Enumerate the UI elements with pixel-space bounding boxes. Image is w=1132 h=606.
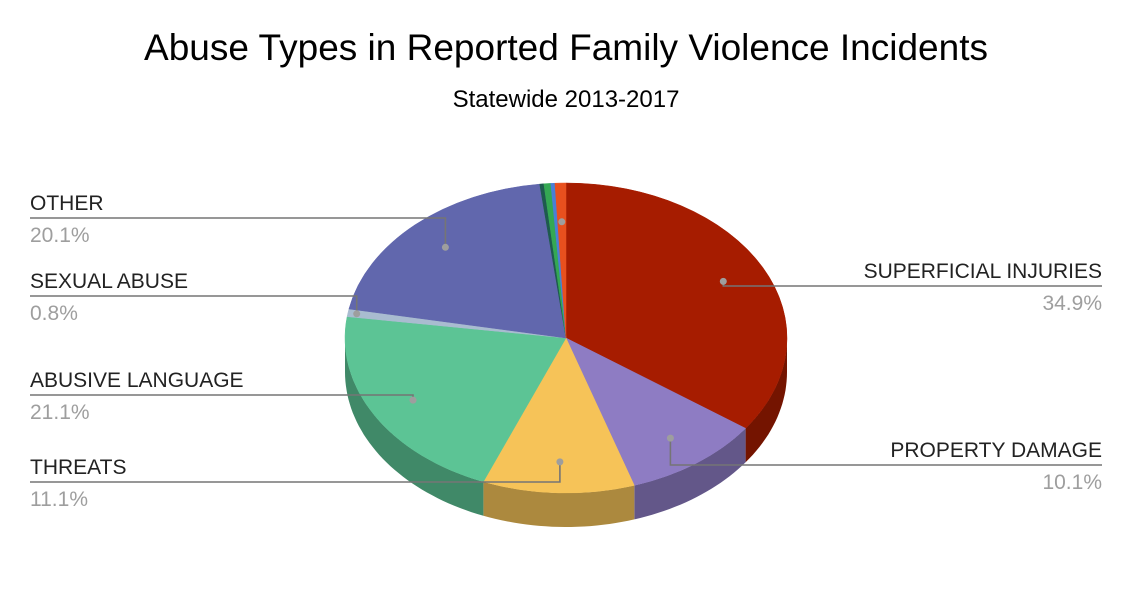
leader-dot bbox=[719, 277, 727, 285]
pie-side-superficial-injuries bbox=[745, 338, 787, 463]
chart-subtitle: Statewide 2013-2017 bbox=[453, 86, 680, 113]
pie-slice-threats[interactable] bbox=[482, 337, 635, 494]
chart-title: Abuse Types in Reported Family Violence … bbox=[144, 27, 988, 68]
callout-gun-knife-wounds: GUN/KNIFE WOUNDS0.8% bbox=[30, 0, 566, 226]
callout-other: OTHER 20.1% bbox=[30, 192, 449, 251]
leader-dot bbox=[556, 458, 564, 466]
leader-dot bbox=[353, 310, 361, 318]
pie-side-abusive-language bbox=[345, 338, 484, 516]
pie-slice-superficial-injuries[interactable] bbox=[565, 182, 788, 429]
slice-percent: 10.1% bbox=[1042, 471, 1102, 494]
slice-label: OTHER bbox=[30, 192, 104, 215]
slice-percent: 0.8% bbox=[30, 302, 78, 325]
callout-abusive-language: ABUSIVE LANGUAGE 21.1% bbox=[30, 369, 417, 424]
slice-percent: 21.1% bbox=[30, 401, 90, 424]
slice-percent: 11.1% bbox=[30, 488, 88, 511]
callout-sexual-abuse: SEXUAL ABUSE 0.8% bbox=[30, 270, 361, 325]
pie-side-threats bbox=[483, 481, 635, 527]
leader-line bbox=[30, 461, 561, 483]
callout-superficial-injuries: SUPERFICIAL INJURIES 34.9% bbox=[719, 260, 1102, 315]
slice-label: SUPERFICIAL INJURIES bbox=[864, 260, 1102, 283]
callout-threats: THREATS 11.1% bbox=[30, 456, 564, 511]
leader-line bbox=[669, 438, 1102, 466]
slice-percent: 20.1% bbox=[30, 224, 90, 247]
slice-label: THREATS bbox=[30, 456, 126, 479]
slice-label: SEXUAL ABUSE bbox=[30, 270, 188, 293]
slice-percent: 0.8% bbox=[30, 0, 78, 5]
pie-slices-group bbox=[344, 182, 788, 494]
pie-slice-abusive-language[interactable] bbox=[344, 316, 567, 483]
callout-property-damage: PROPERTY DAMAGE 10.1% bbox=[666, 434, 1102, 494]
leader-dot bbox=[409, 396, 417, 404]
slice-label: ABUSIVE LANGUAGE bbox=[30, 369, 244, 392]
callouts-group: SUPERFICIAL INJURIES 34.9% PROPERTY DAMAGE… bbox=[30, 0, 1102, 511]
leader-dot bbox=[558, 218, 566, 226]
slice-label: GUN/KNIFE WOUNDS bbox=[30, 0, 246, 5]
slice-percent: 34.9% bbox=[1042, 292, 1102, 315]
leader-line bbox=[30, 295, 358, 314]
leader-line bbox=[30, 217, 447, 248]
leader-dot bbox=[666, 434, 674, 442]
slice-label: PROPERTY DAMAGE bbox=[890, 439, 1102, 462]
leader-dot bbox=[441, 243, 449, 251]
pie-slice-other[interactable] bbox=[348, 183, 567, 339]
pie-slice-property-damage[interactable] bbox=[565, 337, 747, 486]
